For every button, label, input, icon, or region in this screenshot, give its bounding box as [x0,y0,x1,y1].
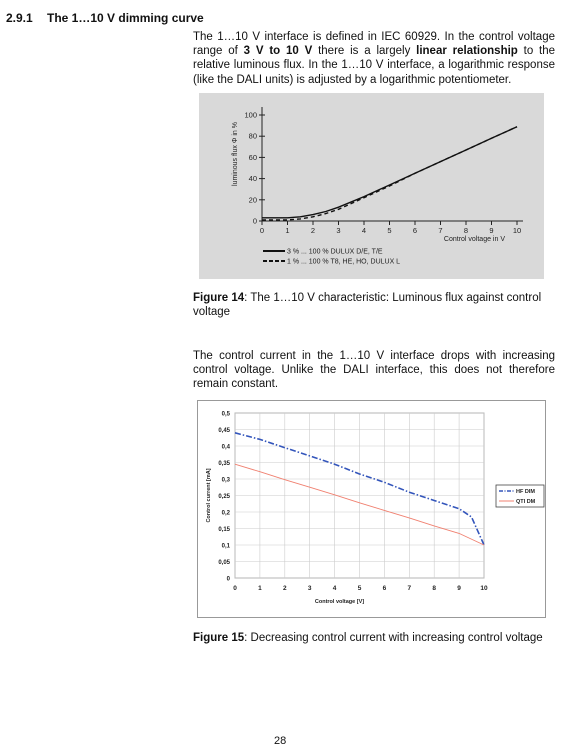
x-tick-label: 7 [407,585,411,592]
figure-15-svg: 0 1 2 3 4 5 6 7 8 9 10 0 0,05 0,1 0,15 0,2 0,25 0,3 0,35 0,… [206,412,545,605]
figure-15-label: Figure 15 [193,632,245,644]
y-tick-label: 0,05 [218,560,230,566]
x-tick-label: 2 [311,226,315,235]
y-tick-label: 0,25 [218,494,230,500]
legend-label-2: QTI DM [516,499,536,505]
intro-paragraph: The 1…10 V interface is defined in IEC 6… [193,30,555,87]
x-tick-label: 1 [285,226,289,235]
y-tick-label: 0 [227,577,231,583]
page-number: 28 [274,735,287,747]
figure-14-label: Figure 14 [193,292,245,304]
intro-text-1: The 1…10 V interface is defined in IEC 6… [193,31,555,58]
x-tick-label: 10 [513,226,521,235]
y-tick-label: 60 [249,153,257,162]
x-tick-label: 0 [260,226,264,235]
x-tick-label: 6 [413,226,417,235]
y-tick-label: 0,1 [222,544,231,550]
section-title: The 1…10 V dimming curve [47,11,204,25]
figure-14-chart: 0 1 2 3 4 5 6 7 8 9 10 0 20 40 60 80 100 Control voltage … [199,93,544,279]
x-tick-label: 1 [258,585,262,592]
x-tick-label: 4 [333,585,337,592]
x-tick-label: 7 [438,226,442,235]
x-tick-label: 5 [358,585,362,592]
intro-text-2: there is a largely [312,45,417,58]
x-tick-label: 3 [336,226,340,235]
y-tick-label: 20 [249,195,257,204]
section-number: 2.9.1 [6,11,33,25]
x-tick-label: 9 [489,226,493,235]
series-line-1 [234,432,485,546]
y-tick-label: 0,4 [222,445,231,451]
figure-15-caption: Figure 15: Decreasing control current wi… [193,631,558,645]
x-tick-label: 3 [308,585,312,592]
x-tick-label: 2 [283,585,287,592]
y-tick-label: 40 [249,174,257,183]
x-tick-label: 0 [233,585,237,592]
y-tick-label: 100 [244,111,257,120]
y-axis-label: Control current [mA] [206,468,212,522]
y-tick-label: 80 [249,132,257,141]
figure-15-chart: 0 1 2 3 4 5 6 7 8 9 10 0 0,05 0,1 0,15 0,2 0,25 0,3 0,35 0,… [197,400,546,618]
series-line-2 [262,126,518,221]
figure-14-caption-text: : The 1…10 V characteristic: Luminous fl… [193,292,542,319]
intro-text-3: to the relative luminous flux. In the 1…… [193,45,556,86]
x-tick-label: 5 [387,226,391,235]
legend-label-1: 3 % ... 100 % DULUX D/E, T/E [287,249,383,256]
figure-15-caption-text: : Decreasing control current with increa… [244,632,543,644]
x-tick-label: 9 [457,585,461,592]
x-axis-label: Control voltage in V [444,236,505,243]
series-line-1 [262,126,518,219]
control-current-paragraph: The control current in the 1…10 V interf… [193,350,555,391]
x-axis-label: Control voltage [V] [315,599,364,605]
y-tick-label: 0,3 [222,478,231,484]
y-tick-label: 0,5 [222,412,231,418]
y-tick-label: 0,15 [218,527,230,533]
y-tick-label: 0 [253,217,257,226]
figure-14-caption: Figure 14: The 1…10 V characteristic: Lu… [193,291,558,319]
legend-label-2: 1 % ... 100 % T8, HE, HO, DULUX L [287,259,400,266]
intro-bold-linear: linear relationship [416,45,518,58]
series-line-2 [234,463,485,546]
x-tick-label: 8 [432,585,436,592]
y-axis-label: luminous flux Φ in % [232,122,239,186]
y-tick-label: 0,2 [222,511,231,517]
x-tick-label: 6 [383,585,387,592]
x-tick-label: 10 [480,585,488,592]
legend-label-1: HF DIM [516,489,535,495]
x-tick-label: 8 [464,226,468,235]
intro-bold-range: 3 V to 10 V [243,45,313,58]
x-tick-label: 4 [362,226,366,235]
y-tick-label: 0,45 [218,428,230,434]
y-tick-label: 0,35 [218,461,230,467]
